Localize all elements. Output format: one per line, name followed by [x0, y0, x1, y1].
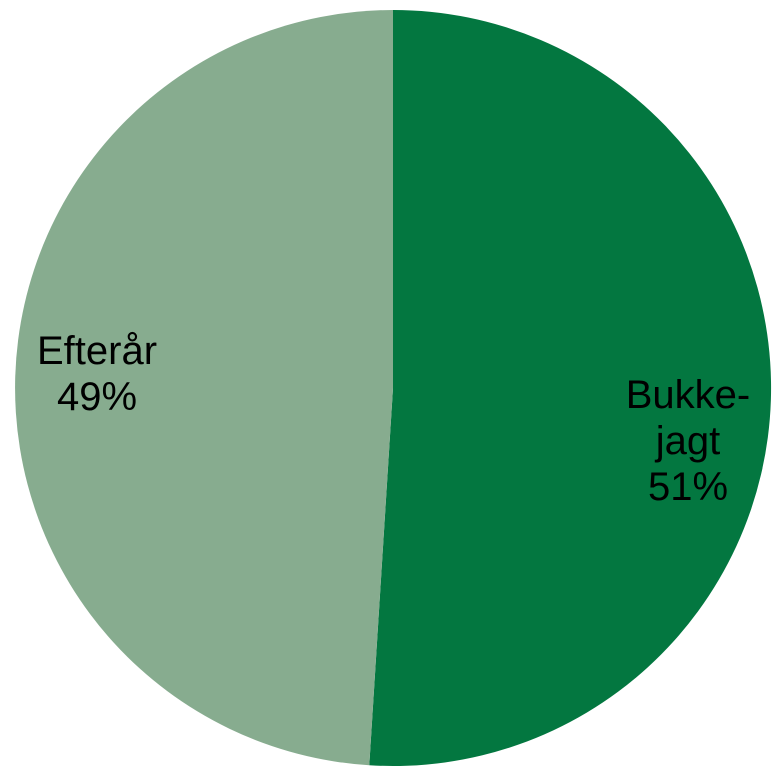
slice-value-label: 49%	[57, 375, 137, 419]
pie-slice-0	[369, 9, 772, 766]
pie-slices	[15, 9, 772, 766]
pie-slice-1	[15, 10, 393, 766]
slice-category-label: jagt	[655, 419, 721, 463]
slice-category-label: Efterår	[37, 329, 157, 373]
pie-labels: Bukke-jagt 51% Efterår 49%	[37, 329, 750, 509]
slice-value-label: 51%	[648, 465, 728, 509]
slice-label-1: Efterår 49%	[37, 329, 157, 419]
slice-label-0: Bukke-jagt 51%	[626, 373, 751, 509]
slice-category-label: Bukke-	[626, 373, 751, 417]
